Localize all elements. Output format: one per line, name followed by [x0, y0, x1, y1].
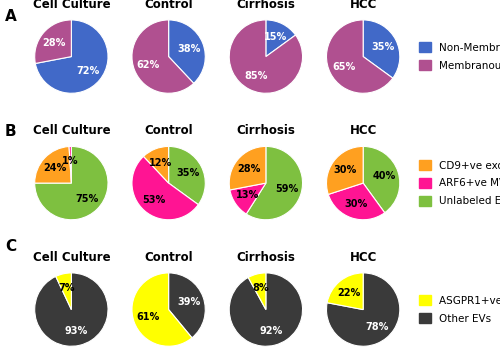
Text: 7%: 7%: [58, 283, 75, 293]
Title: Cirrhosis: Cirrhosis: [236, 124, 296, 137]
Text: 30%: 30%: [334, 165, 357, 175]
Text: 1%: 1%: [62, 156, 79, 166]
Wedge shape: [69, 146, 71, 183]
Text: 22%: 22%: [338, 288, 361, 298]
Wedge shape: [229, 273, 302, 346]
Title: Cirrhosis: Cirrhosis: [236, 0, 296, 11]
Text: 38%: 38%: [178, 43, 201, 53]
Text: 12%: 12%: [149, 158, 172, 168]
Wedge shape: [230, 183, 266, 214]
Text: 28%: 28%: [237, 164, 260, 174]
Text: 75%: 75%: [76, 194, 98, 204]
Wedge shape: [56, 273, 72, 309]
Wedge shape: [34, 146, 72, 183]
Wedge shape: [144, 146, 169, 183]
Text: 72%: 72%: [76, 66, 100, 76]
Wedge shape: [248, 273, 266, 309]
Title: Cell Culture: Cell Culture: [32, 0, 110, 11]
Wedge shape: [363, 20, 400, 78]
Wedge shape: [326, 20, 393, 93]
Wedge shape: [132, 20, 194, 93]
Wedge shape: [132, 157, 198, 220]
Text: 85%: 85%: [244, 71, 268, 81]
Text: B: B: [5, 124, 16, 139]
Text: 35%: 35%: [176, 168, 200, 178]
Wedge shape: [36, 20, 108, 93]
Wedge shape: [229, 20, 302, 93]
Wedge shape: [266, 20, 296, 57]
Wedge shape: [327, 273, 363, 309]
Title: HCC: HCC: [350, 0, 377, 11]
Title: Cell Culture: Cell Culture: [32, 124, 110, 137]
Text: A: A: [5, 9, 17, 24]
Title: HCC: HCC: [350, 251, 377, 264]
Wedge shape: [34, 273, 108, 346]
Text: 61%: 61%: [136, 312, 160, 322]
Text: 35%: 35%: [371, 42, 394, 52]
Text: 78%: 78%: [366, 322, 389, 331]
Text: 65%: 65%: [332, 62, 355, 71]
Wedge shape: [229, 146, 266, 190]
Text: 13%: 13%: [236, 191, 260, 200]
Wedge shape: [34, 146, 108, 220]
Legend: ASGPR1+ve EVs, Other EVs: ASGPR1+ve EVs, Other EVs: [420, 295, 500, 324]
Text: 30%: 30%: [344, 199, 368, 209]
Text: 62%: 62%: [136, 60, 160, 70]
Title: Control: Control: [144, 0, 193, 11]
Wedge shape: [246, 146, 302, 220]
Wedge shape: [328, 183, 384, 220]
Text: 39%: 39%: [178, 297, 201, 307]
Legend: Non-Membranous EVs, Membranous EVs: Non-Membranous EVs, Membranous EVs: [420, 42, 500, 71]
Text: 93%: 93%: [64, 326, 88, 336]
Wedge shape: [34, 20, 72, 64]
Legend: CD9+ve exosomes, ARF6+ve MVs, Unlabeled EVs: CD9+ve exosomes, ARF6+ve MVs, Unlabeled …: [420, 160, 500, 206]
Text: 24%: 24%: [44, 163, 67, 173]
Wedge shape: [132, 273, 192, 346]
Wedge shape: [168, 273, 205, 338]
Text: 28%: 28%: [42, 38, 66, 48]
Wedge shape: [326, 146, 363, 195]
Text: 53%: 53%: [142, 195, 166, 205]
Title: Control: Control: [144, 124, 193, 137]
Wedge shape: [168, 146, 205, 205]
Title: Cell Culture: Cell Culture: [32, 251, 110, 264]
Title: Cirrhosis: Cirrhosis: [236, 251, 296, 264]
Text: 8%: 8%: [252, 283, 268, 293]
Text: C: C: [5, 239, 16, 254]
Text: 92%: 92%: [260, 326, 283, 336]
Text: 40%: 40%: [372, 171, 396, 181]
Text: 15%: 15%: [264, 32, 287, 42]
Wedge shape: [326, 273, 400, 346]
Title: Control: Control: [144, 251, 193, 264]
Wedge shape: [168, 20, 205, 83]
Title: HCC: HCC: [350, 124, 377, 137]
Wedge shape: [363, 146, 400, 213]
Text: 59%: 59%: [276, 184, 298, 194]
